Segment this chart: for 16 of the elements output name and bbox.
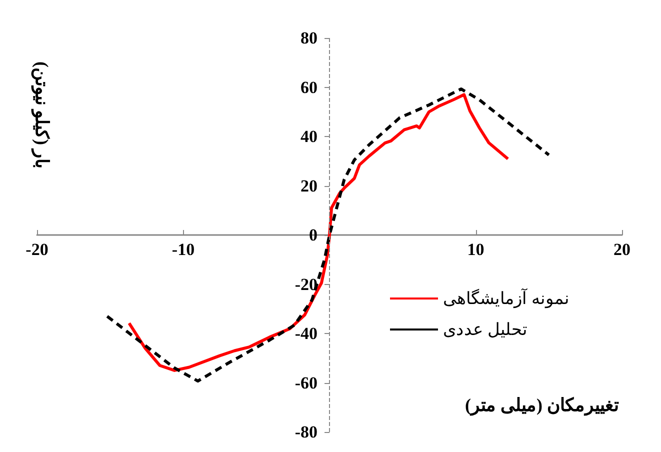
y-tick-label: 20: [300, 176, 318, 196]
y-axis-title: بار (کیلو نیوتن): [31, 62, 52, 168]
y-tick-label: 60: [300, 78, 318, 97]
legend-label: تحلیل عددی: [443, 320, 528, 339]
y-tick-label: 80: [300, 28, 318, 48]
x-tick-label: -20: [26, 240, 48, 259]
y-tick-label: -40: [294, 324, 318, 343]
x-axis-title: تغییرمکان (میلی متر): [465, 395, 620, 416]
x-tick-label: -10: [172, 240, 195, 259]
y-tick-label: 40: [300, 127, 318, 146]
y-tick-label: 0: [309, 226, 318, 244]
x-tick-label: 20: [614, 240, 630, 259]
x-tick-label: 10: [467, 240, 484, 259]
y-tick-label: -80: [294, 422, 318, 442]
y-tick-label: -60: [294, 373, 318, 392]
legend-label: نمونه آزمایشگاهی: [443, 287, 570, 309]
